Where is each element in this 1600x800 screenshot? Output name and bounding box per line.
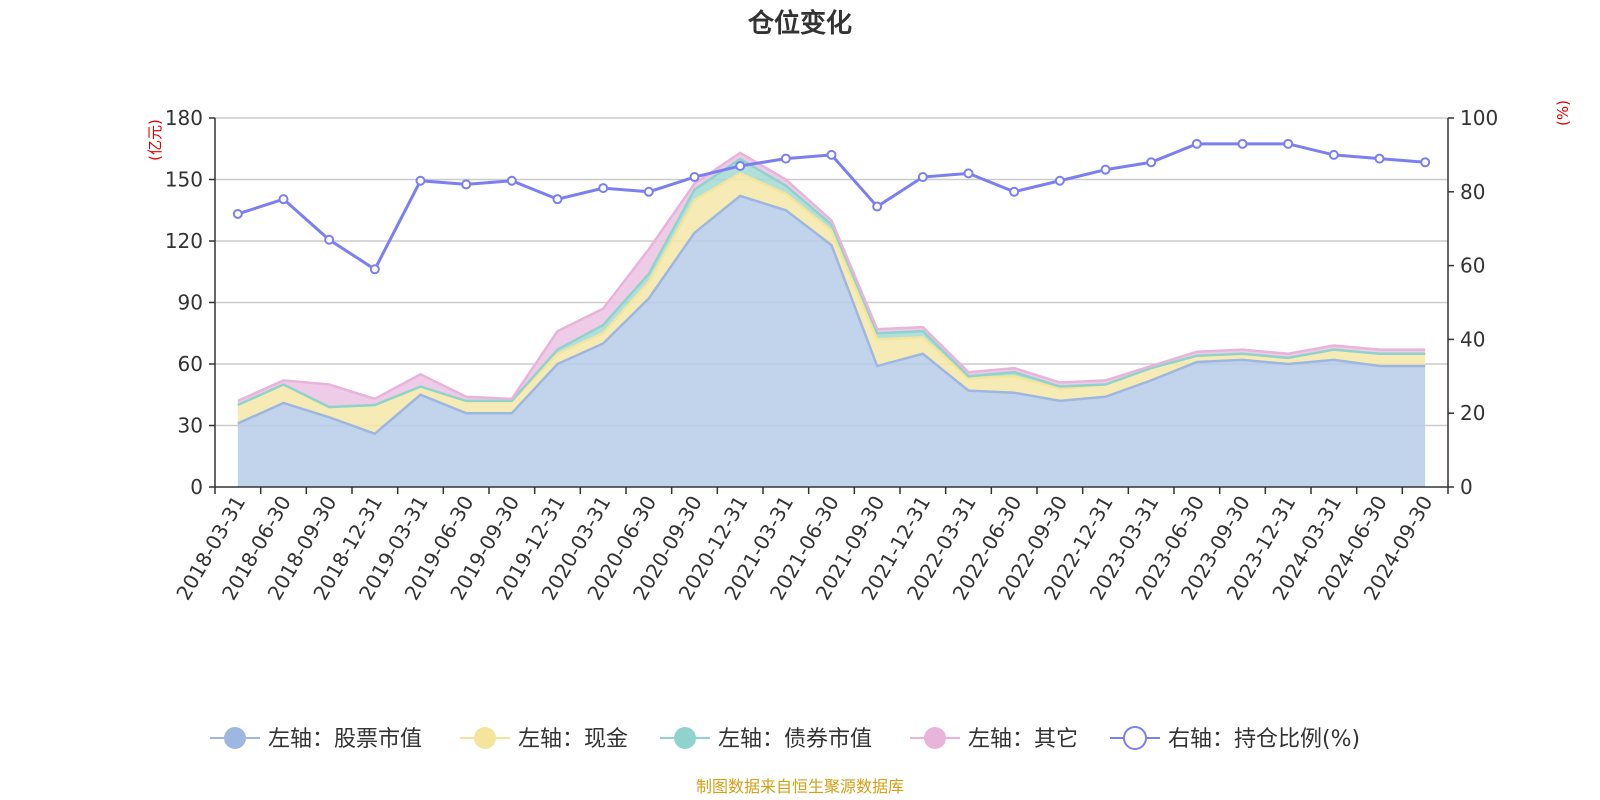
area-左轴：现金 bbox=[237, 173, 1426, 434]
ratio-point bbox=[1191, 138, 1202, 149]
left-axis-unit: (亿元) bbox=[146, 119, 164, 161]
left-tick-label: 0 bbox=[190, 475, 203, 499]
chart-title: 仓位变化 bbox=[747, 8, 852, 39]
ratio-point bbox=[826, 149, 837, 160]
legend-marker bbox=[674, 727, 696, 749]
ratio-point bbox=[735, 160, 746, 171]
right-tick-label: 0 bbox=[1460, 475, 1473, 499]
legend-marker bbox=[224, 727, 246, 749]
ratio-point bbox=[278, 194, 289, 205]
source-note: 制图数据来自恒生聚源数据库 bbox=[696, 777, 904, 796]
area-左轴：股票市值 bbox=[237, 195, 1426, 487]
legend-item[interactable]: 左轴：现金 bbox=[460, 727, 628, 752]
legend-marker bbox=[1123, 726, 1147, 750]
left-tick-label: 90 bbox=[178, 291, 203, 315]
area-edge-左轴：其它 bbox=[237, 151, 1426, 403]
ratio-point bbox=[643, 186, 654, 197]
ratio-point bbox=[1054, 175, 1065, 186]
left-tick-label: 150 bbox=[165, 168, 203, 192]
ratio-point bbox=[780, 153, 791, 164]
legend-label: 左轴：股票市值 bbox=[268, 727, 422, 752]
left-tick-label: 60 bbox=[178, 352, 203, 376]
ratio-point bbox=[598, 183, 609, 194]
ratio-point bbox=[689, 172, 700, 183]
ratio-point bbox=[1146, 157, 1157, 168]
ratio-point bbox=[872, 201, 883, 212]
legend-label: 右轴：持仓比例(%) bbox=[1168, 727, 1360, 752]
area-edge-左轴：债券市值 bbox=[237, 157, 1426, 409]
legend-item[interactable]: 左轴：股票市值 bbox=[210, 727, 422, 752]
ratio-point bbox=[1283, 138, 1294, 149]
right-tick-label: 60 bbox=[1460, 254, 1485, 278]
left-tick-label: 30 bbox=[178, 414, 203, 438]
ratio-point bbox=[1100, 164, 1111, 175]
left-tick-label: 120 bbox=[165, 229, 203, 253]
ratio-point bbox=[1374, 153, 1385, 164]
ratio-point bbox=[1009, 186, 1020, 197]
area-edge-左轴：股票市值 bbox=[237, 194, 1426, 436]
ratio-point bbox=[1420, 157, 1431, 168]
ratio-point bbox=[963, 168, 974, 179]
ratio-line bbox=[232, 138, 1431, 275]
right-axis-unit: (%) bbox=[1554, 100, 1572, 126]
ratio-point bbox=[1328, 149, 1339, 160]
legend-marker bbox=[474, 727, 496, 749]
right-tick-label: 100 bbox=[1460, 106, 1498, 130]
legend-item[interactable]: 右轴：持仓比例(%) bbox=[1110, 726, 1360, 752]
right-tick-label: 20 bbox=[1460, 401, 1485, 425]
right-tick-label: 80 bbox=[1460, 180, 1485, 204]
ratio-point bbox=[506, 175, 517, 186]
stacked-areas bbox=[237, 151, 1426, 487]
legend-item[interactable]: 左轴：债券市值 bbox=[660, 727, 872, 752]
ratio-point bbox=[232, 208, 243, 219]
left-tick-label: 180 bbox=[165, 106, 203, 130]
legend-label: 左轴：其它 bbox=[968, 727, 1078, 752]
legend-label: 左轴：现金 bbox=[518, 727, 628, 752]
legend-marker bbox=[924, 727, 946, 749]
ratio-point bbox=[324, 234, 335, 245]
ratio-point bbox=[552, 194, 563, 205]
ratio-point bbox=[917, 172, 928, 183]
ratio-point bbox=[369, 264, 380, 275]
legend-label: 左轴：债券市值 bbox=[718, 727, 872, 752]
legend-item[interactable]: 左轴：其它 bbox=[910, 727, 1078, 752]
right-tick-label: 40 bbox=[1460, 327, 1485, 351]
legend: 左轴：股票市值 左轴：现金 左轴：债券市值 左轴：其它 右轴：持仓比例(%) bbox=[210, 726, 1360, 752]
ratio-point bbox=[1237, 138, 1248, 149]
ratio-point bbox=[415, 175, 426, 186]
ratio-point bbox=[461, 179, 472, 190]
